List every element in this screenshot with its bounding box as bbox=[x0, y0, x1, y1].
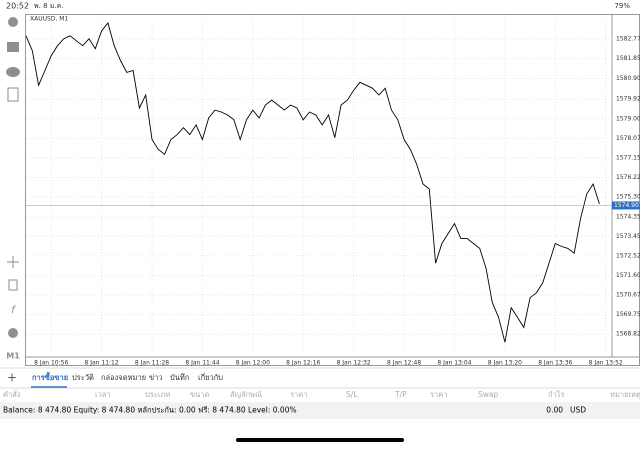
x-tick-label: 8 Jan 13:20 bbox=[488, 360, 522, 367]
tab[interactable]: บันทึก bbox=[170, 373, 189, 382]
crosshair-icon[interactable] bbox=[7, 256, 19, 268]
column-header: สัญลักษณ์ bbox=[230, 390, 262, 399]
y-tick-label: 1574.350 bbox=[616, 214, 640, 221]
left-toolbar: f bbox=[6, 17, 20, 338]
price-line bbox=[25, 22, 600, 343]
x-tick-label: 8 Jan 13:36 bbox=[538, 360, 572, 367]
y-tick-label: 1582.775 bbox=[616, 35, 640, 42]
candles-icon[interactable] bbox=[8, 279, 18, 291]
y-tick-label: 1576.225 bbox=[616, 174, 640, 181]
chat-icon[interactable] bbox=[6, 67, 20, 77]
current-price-tag bbox=[612, 201, 640, 210]
battery: 79% bbox=[614, 2, 630, 10]
y-tick-label: 1579.925 bbox=[616, 96, 640, 103]
column-header: คำสั่ง bbox=[3, 389, 21, 399]
column-header: ขนาด bbox=[190, 390, 209, 399]
column-header: กำไร bbox=[548, 390, 565, 399]
column-header: ราคา bbox=[430, 390, 447, 399]
y-tick-label: 1575.300 bbox=[616, 194, 640, 201]
column-header: ประเภท bbox=[145, 390, 170, 399]
trade-icon[interactable] bbox=[7, 42, 19, 52]
y-tick-label: 1578.075 bbox=[616, 135, 640, 142]
tab[interactable]: ประวัติ bbox=[72, 373, 94, 382]
x-tick-label: 8 Jan 11:12 bbox=[85, 360, 119, 367]
y-tick-label: 1577.150 bbox=[616, 154, 640, 161]
x-tick-label: 8 Jan 13:52 bbox=[589, 360, 623, 367]
y-tick-label: 1569.750 bbox=[616, 311, 640, 318]
y-tick-label: 1570.675 bbox=[616, 292, 640, 299]
x-tick-label: 8 Jan 10:56 bbox=[34, 360, 68, 367]
y-tick-label: 1571.600 bbox=[616, 272, 640, 279]
profit-total: 0.00 bbox=[546, 406, 563, 415]
indicators-icon[interactable]: f bbox=[11, 305, 16, 316]
tab[interactable]: เกี่ยวกับ bbox=[198, 372, 223, 382]
summary-bar bbox=[0, 402, 640, 419]
tab[interactable]: กล่องจดหมาย bbox=[101, 373, 146, 382]
column-header: T/P bbox=[394, 390, 407, 399]
status-date: พ. 8 ม.ค. bbox=[34, 2, 64, 10]
x-tick-label: 8 Jan 12:00 bbox=[236, 360, 270, 367]
y-tick-label: 1572.525 bbox=[616, 252, 640, 259]
y-tick-label: 1568.825 bbox=[616, 331, 640, 338]
currency: USD bbox=[570, 406, 586, 415]
y-tick-label: 1579.000 bbox=[616, 115, 640, 122]
x-tick-label: 8 Jan 13:04 bbox=[437, 360, 471, 367]
current-price-label: 1574.907 bbox=[614, 202, 640, 209]
x-tick-label: 8 Jan 11:28 bbox=[135, 360, 169, 367]
summary-text: Balance: 8 474.80 Equity: 8 474.80 หลักป… bbox=[3, 406, 297, 415]
add-button[interactable]: + bbox=[7, 371, 17, 385]
x-tick-label: 8 Jan 12:32 bbox=[337, 360, 371, 367]
chart-symbol: XAUUSD, M1 bbox=[30, 16, 68, 23]
column-header: Swap bbox=[478, 390, 498, 399]
home-indicator bbox=[236, 438, 404, 442]
x-tick-label: 8 Jan 12:48 bbox=[387, 360, 421, 367]
status-time: 20:52 bbox=[6, 2, 29, 11]
y-tick-label: 1580.900 bbox=[616, 75, 640, 82]
doc-icon[interactable] bbox=[7, 87, 19, 102]
account-icon[interactable] bbox=[8, 17, 18, 27]
timeframe-button[interactable]: M1 bbox=[6, 352, 20, 361]
column-header: ราคา bbox=[290, 390, 307, 399]
tab[interactable]: การซื้อขาย bbox=[32, 371, 68, 382]
column-header: เวลา bbox=[95, 390, 111, 399]
column-header: S/L bbox=[346, 390, 358, 399]
x-tick-label: 8 Jan 11:44 bbox=[185, 360, 219, 367]
x-tick-label: 8 Jan 12:16 bbox=[286, 360, 320, 367]
tab[interactable]: ข่าว bbox=[149, 373, 163, 382]
column-header: หมายเหตุ bbox=[610, 390, 640, 399]
y-tick-label: 1581.850 bbox=[616, 55, 640, 62]
y-tick-label: 1573.450 bbox=[616, 233, 640, 240]
objects-icon[interactable] bbox=[8, 328, 18, 338]
